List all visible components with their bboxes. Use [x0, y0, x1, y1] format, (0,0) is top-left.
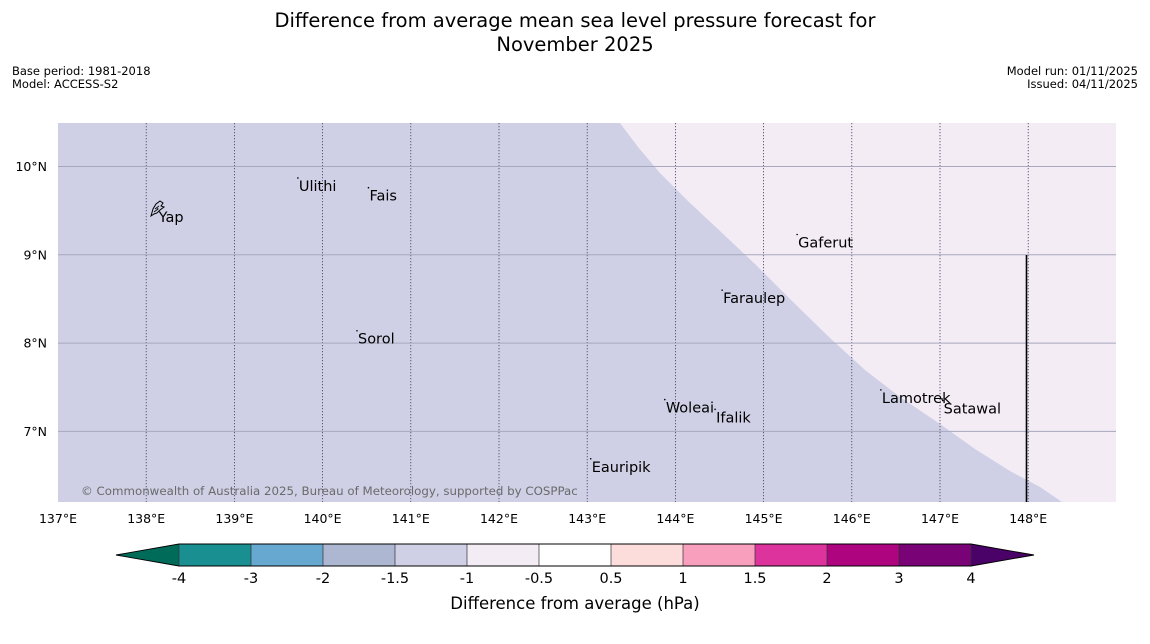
lon-tick-label: 139°E	[215, 511, 253, 526]
lat-tick-label: 9°N	[23, 247, 47, 262]
axis-labels: 137°E 138°E 139°E 140°E 141°E 142°E 143°E 144°E…	[15, 159, 1047, 526]
island-marker	[941, 399, 944, 402]
place-label: Fais	[369, 189, 396, 205]
lon-tick-label: 147°E	[921, 511, 959, 526]
place-label: Satawal	[944, 401, 1001, 417]
island-marker	[880, 389, 882, 391]
colorbar-tick-label: 2	[822, 571, 831, 587]
colorbar-segment	[251, 544, 323, 566]
colorbar-segment	[827, 544, 899, 566]
colorbar-tick-label: -1	[460, 571, 474, 587]
lon-tick-label: 148°E	[1009, 511, 1047, 526]
colorbar-tick-label: -0.5	[525, 571, 553, 587]
lon-tick-label: 138°E	[127, 511, 165, 526]
island-marker	[589, 457, 592, 460]
lat-tick-label: 10°N	[15, 159, 47, 174]
colorbar-tick-label: 4	[966, 571, 975, 587]
lon-tick-label: 137°E	[39, 511, 77, 526]
graticule	[58, 123, 1116, 502]
place-labels: Ulithi Fais Yap Gaferut Faraulep Sorol Lamotre…	[156, 177, 1001, 476]
lon-tick-label: 141°E	[392, 511, 430, 526]
lat-tick-label: 7°N	[23, 424, 47, 439]
meta-left: Base period: 1981-2018 Model: ACCESS-S2	[12, 65, 151, 91]
colorbar-segment	[395, 544, 467, 566]
lat-tick-label: 8°N	[23, 336, 47, 351]
place-label: Faraulep	[723, 291, 785, 307]
colorbar-segment	[539, 544, 611, 566]
yap-island-icon	[150, 200, 166, 218]
fill-region-low-anomaly	[620, 123, 1116, 502]
colorbar-tick-label: -1.5	[381, 571, 409, 587]
colorbar-tick-label: 1	[678, 571, 687, 587]
lon-tick-label: 140°E	[304, 511, 342, 526]
issued-text: Issued: 04/11/2025	[1027, 77, 1138, 91]
model-text: Model: ACCESS-S2	[12, 77, 119, 91]
colorbar-under-triangle	[116, 544, 179, 566]
colorbar-tick-label: 1.5	[743, 571, 766, 587]
place-label: Sorol	[358, 332, 395, 348]
island-marker	[664, 398, 666, 401]
chart-title: Difference from average mean sea level p…	[0, 9, 1150, 57]
colorbar-segment	[899, 544, 971, 566]
colorbar-segment	[467, 544, 539, 566]
colorbar-over-triangle	[971, 544, 1034, 566]
place-label: Eauripik	[592, 460, 651, 476]
island-marker	[367, 186, 370, 189]
island-marker	[356, 329, 358, 332]
island-marker	[714, 408, 716, 411]
lon-tick-label: 144°E	[656, 511, 694, 526]
colorbar-tick-label: -3	[244, 571, 258, 587]
chart-title-line-1: Difference from average mean sea level p…	[274, 9, 876, 32]
place-label: Ulithi	[299, 179, 337, 195]
place-label: Gaferut	[798, 235, 853, 251]
place-label: Lamotrek	[882, 391, 951, 407]
lon-tick-label: 145°E	[745, 511, 783, 526]
colorbar-tick-label: 0.5	[599, 571, 622, 587]
colorbar-segment	[683, 544, 755, 566]
island-marker	[297, 177, 299, 179]
island-marker	[721, 289, 723, 291]
colorbar-segment	[179, 544, 251, 566]
place-label: Ifalik	[716, 410, 751, 426]
colorbar-segment	[611, 544, 683, 566]
colorbar-segment	[755, 544, 827, 566]
lon-tick-label: 146°E	[833, 511, 871, 526]
base-period-text: Base period: 1981-2018	[12, 64, 151, 78]
place-label: Woleai	[666, 401, 714, 417]
colorbar-outline	[115, 543, 1035, 567]
colorbar: -4 -3 -2 -1.5 -1 -0.5 0.5 1 1.5 2 3 4	[115, 543, 1035, 587]
chart-title-line-2: November 2025	[496, 33, 654, 56]
colorbar-segment	[323, 544, 395, 566]
lon-tick-label: 142°E	[480, 511, 518, 526]
island-marker	[941, 398, 943, 400]
island-marker	[796, 233, 798, 236]
model-run-text: Model run: 01/11/2025	[1006, 64, 1138, 78]
copyright-text: © Commonwealth of Australia 2025, Bureau…	[81, 484, 578, 498]
place-label: Yap	[158, 210, 184, 226]
colorbar-tick-label: -2	[316, 571, 330, 587]
colorbar-label: Difference from average (hPa)	[450, 594, 699, 613]
meta-right: Model run: 01/11/2025 Issued: 04/11/2025	[1007, 65, 1138, 91]
colorbar-tick-label: 3	[894, 571, 903, 587]
colorbar-tick-label: -4	[172, 571, 186, 587]
lon-tick-label: 143°E	[568, 511, 606, 526]
